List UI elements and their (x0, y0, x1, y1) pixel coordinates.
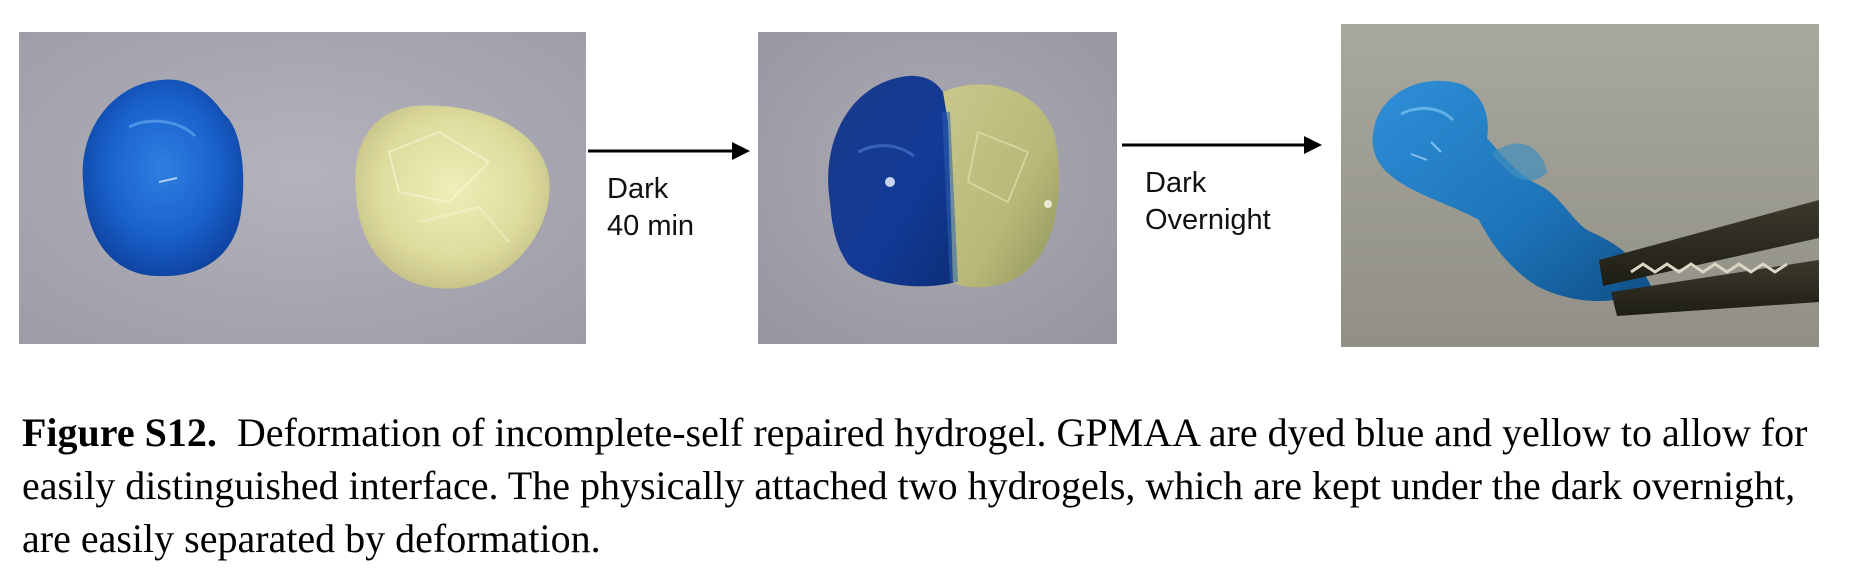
step-label-dark-overnight: Dark Overnight (1145, 165, 1271, 239)
step-label-line1: Dark (607, 173, 669, 205)
step-label-line2: 40 min (607, 210, 695, 242)
figure-caption: Figure S12. Deformation of incomplete-se… (22, 406, 1847, 565)
photo-panel-separate-gels (19, 32, 586, 344)
step-label-line1: Dark (1145, 167, 1207, 199)
step-label-dark-40min: Dark 40 min (607, 171, 694, 245)
photo-separate-gels (19, 32, 586, 344)
photo-deformed-gel (1341, 24, 1819, 347)
photo-panel-attached-gels (758, 32, 1117, 344)
figure-label: Figure S12. (22, 410, 217, 455)
figure-caption-text: Deformation of incomplete-self repaired … (22, 410, 1808, 561)
arrow-right-icon (588, 142, 750, 160)
arrow-right-icon (1122, 136, 1322, 154)
step-label-line2: Overnight (1145, 204, 1271, 236)
arrow-right (588, 138, 750, 164)
photo-panel-deformed-gel (1341, 24, 1819, 347)
arrow-right (1122, 132, 1322, 158)
photo-attached-gels (758, 32, 1117, 344)
